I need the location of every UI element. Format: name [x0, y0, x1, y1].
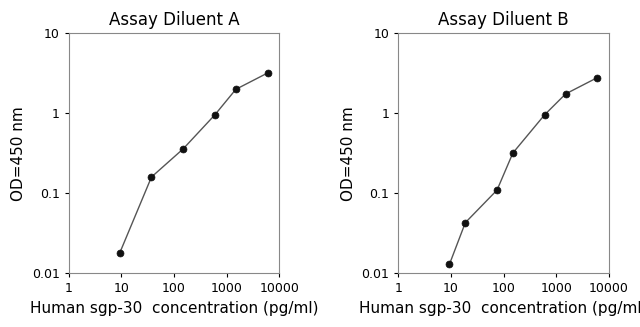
X-axis label: Human sgp-30  concentration (pg/ml): Human sgp-30 concentration (pg/ml)	[360, 301, 640, 316]
Y-axis label: OD=450 nm: OD=450 nm	[341, 106, 356, 201]
Title: Assay Diluent A: Assay Diluent A	[109, 11, 239, 29]
X-axis label: Human sgp-30  concentration (pg/ml): Human sgp-30 concentration (pg/ml)	[29, 301, 318, 316]
Y-axis label: OD=450 nm: OD=450 nm	[11, 106, 26, 201]
Title: Assay Diluent B: Assay Diluent B	[438, 11, 569, 29]
